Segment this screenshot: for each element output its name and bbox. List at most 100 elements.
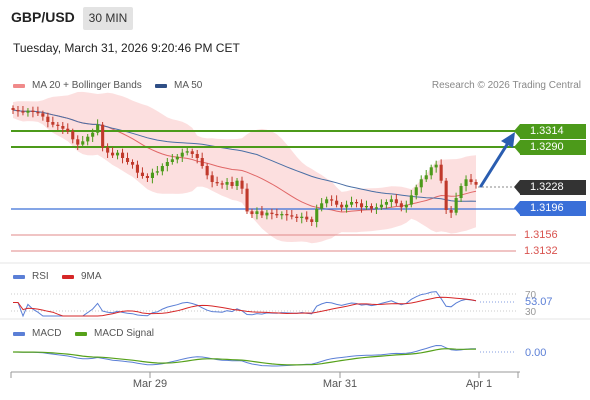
rsi-swatch [13, 274, 25, 279]
candle-body [16, 110, 20, 112]
macd-value: 0.00 [525, 347, 546, 359]
candle-body [330, 199, 334, 201]
candle [444, 178, 448, 214]
candle [51, 116, 55, 128]
candle [345, 200, 349, 213]
candle-body [364, 206, 368, 208]
candle-body [474, 182, 478, 185]
candle-body [140, 172, 144, 176]
candle-body [61, 126, 65, 129]
candle-body [185, 151, 189, 153]
candle-body [374, 207, 378, 209]
candle [335, 195, 339, 208]
legend-macd-signal-label: MACD Signal [94, 328, 155, 339]
bollinger-band-fill [13, 91, 476, 244]
candle [275, 208, 279, 218]
legend-macd: MACD [13, 328, 61, 339]
rsi-ma-line [13, 296, 477, 317]
candles [11, 105, 478, 228]
candle [126, 152, 130, 165]
timeframe-button[interactable]: 30 MIN [83, 7, 133, 30]
candle-body [101, 124, 105, 148]
candle-body [240, 180, 244, 189]
rsi-ma-swatch [62, 274, 74, 279]
candle [215, 176, 219, 186]
candle-body [454, 198, 458, 213]
candle [96, 119, 100, 136]
candle-body [384, 202, 388, 205]
candle [424, 170, 428, 182]
candle-body [434, 164, 438, 168]
rsi-level-30-label: 30 [525, 307, 537, 318]
candle-body [46, 116, 50, 122]
candle [31, 106, 35, 118]
candle [310, 216, 314, 226]
resistance-1-value: 1.3314 [530, 125, 564, 137]
candle [240, 176, 244, 194]
support-1-value: 1.3156 [524, 229, 558, 241]
candle-body [235, 180, 239, 186]
candle-body [345, 204, 349, 208]
candle [469, 174, 473, 185]
candle [245, 183, 249, 214]
candle-body [205, 166, 209, 176]
candle-body [66, 128, 70, 132]
candle [230, 176, 234, 189]
candle-body [26, 110, 30, 113]
candle-body [255, 211, 259, 214]
candle [111, 147, 115, 158]
candle [300, 212, 304, 224]
legend-ma50-label: MA 50 [174, 80, 203, 91]
candle-body [11, 108, 15, 110]
candle [394, 194, 398, 206]
candle-body [135, 164, 139, 173]
legend-ma50: MA 50 [155, 80, 202, 91]
ma20-swatch [13, 83, 25, 88]
candle-body [145, 176, 149, 178]
candle-body [81, 141, 85, 145]
ma50-line [12, 109, 477, 202]
candle-body [121, 152, 125, 158]
candle [429, 164, 433, 180]
candle [91, 128, 95, 142]
legend-rsi-label: RSI [32, 271, 49, 282]
candle [160, 163, 164, 176]
candle [399, 200, 403, 212]
candle [459, 183, 463, 202]
candle-body [464, 179, 468, 186]
candle [384, 199, 388, 209]
candle [350, 196, 354, 208]
x-tick-1: Mar 29 [133, 378, 167, 390]
candle-body [270, 212, 274, 214]
candle-body [220, 183, 224, 185]
candle [290, 210, 294, 220]
candle [66, 123, 70, 134]
candle [200, 152, 204, 169]
resistance-tag-1: 1.3314 [514, 124, 586, 139]
candle-body [210, 175, 214, 182]
candle-body [160, 166, 164, 172]
candle-body [315, 208, 319, 222]
legend-rsi-ma: 9MA [62, 271, 102, 282]
candle-body [459, 186, 463, 198]
candle [454, 192, 458, 216]
candle [210, 171, 214, 188]
candle [46, 112, 50, 128]
candle [135, 160, 139, 178]
candle [235, 178, 239, 190]
candle-body [96, 124, 100, 133]
candle-body [76, 139, 80, 145]
candle-body [245, 188, 249, 212]
pivot-tag: 1.3196 [514, 201, 586, 216]
x-tick-2: Mar 31 [323, 378, 357, 390]
candle-body [165, 162, 169, 166]
rsi-value: 53.07 [525, 296, 553, 308]
candle-body [31, 110, 35, 112]
candle-body [335, 200, 339, 205]
candle-body [295, 216, 299, 218]
candle [81, 136, 85, 148]
candle-body [56, 124, 60, 126]
candle [439, 159, 443, 184]
candle [150, 168, 154, 184]
candle [106, 143, 110, 158]
